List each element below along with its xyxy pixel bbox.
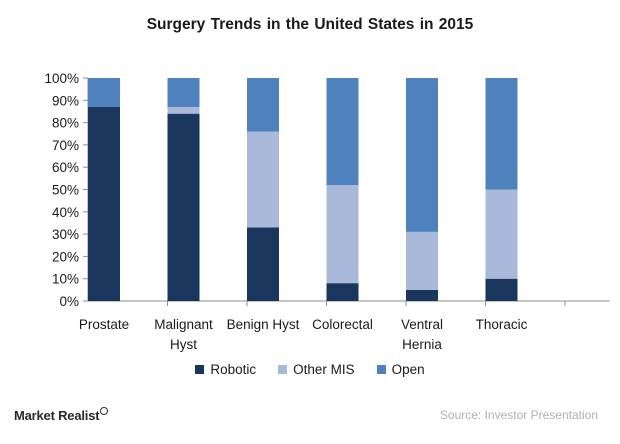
bar-segment	[485, 78, 518, 190]
brand-logo: Market Realist	[14, 407, 109, 423]
bar-segment	[326, 283, 359, 301]
chart-title: Surgery Trends in the United States in 2…	[146, 16, 474, 33]
source-note: Source: Investor Presentation	[439, 408, 598, 422]
brand-name: Market Realist	[14, 408, 100, 423]
x-tick-label: Thoracic	[476, 317, 528, 332]
y-axis: 0% 10% 20% 30% 40% 50% 60% 70% 80% 90% 100%	[44, 71, 89, 309]
y-tick-label: 50%	[52, 183, 79, 198]
legend-swatch	[278, 365, 288, 374]
x-tick-label: Malignant Hyst	[154, 317, 213, 352]
bar-segment	[88, 106, 120, 302]
legend-swatch	[376, 365, 386, 374]
y-tick-label: 70%	[52, 138, 79, 153]
bar-segment	[406, 78, 438, 232]
bar-segment	[326, 185, 359, 284]
bar-segment	[88, 78, 120, 107]
x-tick-label: Colorectal	[312, 317, 373, 332]
bar-segment	[406, 231, 438, 290]
y-tick-label: 10%	[52, 272, 79, 287]
y-tick-label: 60%	[52, 160, 79, 175]
bar-segment	[326, 78, 359, 186]
bars	[88, 78, 518, 302]
y-tick-label: 0%	[59, 294, 79, 309]
legend-label: Other MIS	[293, 362, 355, 377]
magnifier-icon	[100, 407, 109, 415]
legend-label: Open	[391, 362, 425, 377]
y-tick-label: 90%	[52, 93, 79, 108]
legend: Robotic Other MIS Open	[0, 362, 620, 377]
legend-item: Robotic	[195, 362, 256, 377]
bar-segment	[406, 289, 438, 301]
x-tick-label: Benign Hyst	[227, 317, 300, 332]
bar-segment	[247, 227, 279, 301]
legend-label: Robotic	[210, 362, 257, 377]
y-tick-label: 100%	[44, 71, 79, 86]
legend-item: Other MIS	[278, 362, 355, 377]
y-tick-label: 80%	[52, 116, 79, 131]
bar-segment	[167, 78, 200, 107]
bar-segment	[485, 189, 518, 279]
bar-segment	[167, 113, 200, 302]
x-tick-label: Prostate	[79, 317, 129, 332]
bar-segment	[167, 106, 200, 114]
bar-segment	[247, 131, 279, 228]
y-tick-label: 40%	[52, 205, 79, 220]
y-tick-label: 20%	[52, 249, 79, 264]
bar-segment	[485, 278, 518, 301]
x-tick-label: Ventral Hernia	[401, 317, 443, 352]
x-axis: Prostate Malignant Hyst Benign Hyst Colorect…	[79, 300, 610, 352]
legend-item: Open	[376, 362, 425, 377]
y-tick-label: 30%	[52, 227, 79, 242]
bar-segment	[247, 78, 279, 132]
legend-swatch	[195, 365, 205, 374]
